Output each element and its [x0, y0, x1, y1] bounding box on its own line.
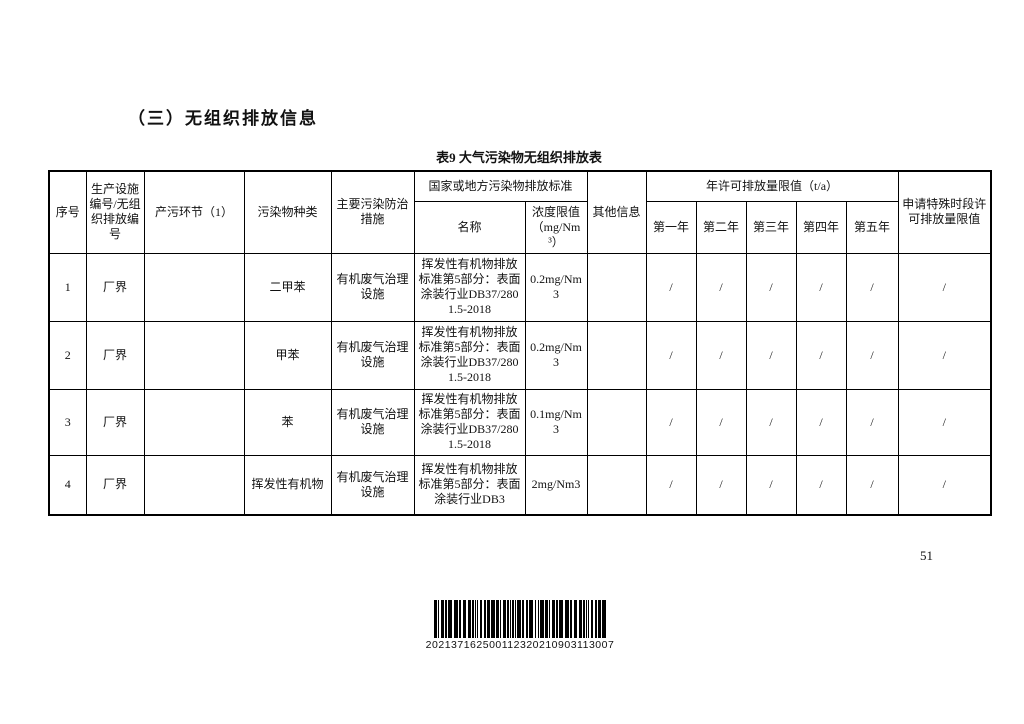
col-header-other: 其他信息: [586, 170, 647, 254]
cell-year-2: /: [695, 388, 747, 456]
cell-limit: 2mg/Nm3: [524, 454, 588, 516]
col-header-standard-group: 国家或地方污染物排放标准: [413, 170, 588, 202]
cell-year-3: /: [745, 388, 797, 456]
barcode-number: 202137162500112320210903113007: [425, 639, 615, 651]
cell-measure: 有机废气治理设施: [330, 320, 415, 390]
cell-special: /: [897, 252, 992, 322]
table-row: 2 厂界 甲苯 有机废气治理设施 挥发性有机物排放标准第5部分：表面涂装行业DB…: [48, 320, 992, 390]
cell-no: 2: [48, 320, 87, 390]
cell-year-3: /: [745, 454, 797, 516]
col-header-special: 申请特殊时段许可排放量限值: [897, 170, 992, 254]
cell-process: [143, 320, 245, 390]
cell-process: [143, 454, 245, 516]
section-heading: （三）无组织排放信息: [128, 109, 318, 128]
cell-special: /: [897, 388, 992, 456]
col-header-year-5: 第五年: [845, 200, 899, 254]
cell-year-5: /: [845, 320, 899, 390]
cell-year-4: /: [795, 320, 847, 390]
cell-year-5: /: [845, 454, 899, 516]
cell-no: 1: [48, 252, 87, 322]
cell-other: [586, 388, 647, 456]
cell-measure: 有机废气治理设施: [330, 454, 415, 516]
cell-facility: 厂界: [85, 252, 145, 322]
header-row-1: 序号 生产设施编号/无组织排放编号 产污环节（1） 污染物种类 主要污染防治措施…: [48, 170, 992, 254]
col-header-process: 产污环节（1）: [143, 170, 245, 254]
cell-pollutant: 苯: [243, 388, 332, 456]
barcode-bars-icon: [420, 600, 620, 638]
col-header-year-4: 第四年: [795, 200, 847, 254]
cell-year-5: /: [845, 252, 899, 322]
cell-facility: 厂界: [85, 454, 145, 516]
col-header-measure: 主要污染防治措施: [330, 170, 415, 254]
cell-pollutant: 甲苯: [243, 320, 332, 390]
cell-limit: 0.1mg/Nm3: [524, 388, 588, 456]
table-title: 表9 大气污染物无组织排放表: [436, 150, 602, 165]
cell-limit: 0.2mg/Nm3: [524, 252, 588, 322]
cell-no: 4: [48, 454, 87, 516]
cell-other: [586, 454, 647, 516]
cell-process: [143, 252, 245, 322]
cell-other: [586, 252, 647, 322]
col-header-facility: 生产设施编号/无组织排放编号: [85, 170, 145, 254]
cell-year-1: /: [645, 252, 697, 322]
cell-no: 3: [48, 388, 87, 456]
cell-standard-name: 挥发性有机物排放标准第5部分：表面涂装行业DB37/2801.5-2018: [413, 320, 526, 390]
cell-year-4: /: [795, 252, 847, 322]
cell-year-2: /: [695, 454, 747, 516]
cell-measure: 有机废气治理设施: [330, 388, 415, 456]
col-header-annual-group: 年许可排放量限值（t/a）: [645, 170, 899, 202]
cell-special: /: [897, 454, 992, 516]
header-row-2: 名称 浓度限值（mg/Nm³） 第一年 第二年 第三年 第四年 第五年: [49, 200, 991, 254]
col-header-standard-name: 名称: [413, 200, 526, 254]
cell-other: [586, 320, 647, 390]
table-row: 1 厂界 二甲苯 有机废气治理设施 挥发性有机物排放标准第5部分：表面涂装行业D…: [48, 252, 992, 322]
cell-year-1: /: [645, 388, 697, 456]
col-header-limit: 浓度限值（mg/Nm³）: [524, 200, 588, 254]
page-number: 51: [920, 548, 933, 563]
cell-measure: 有机废气治理设施: [330, 252, 415, 322]
table-row: 4 厂界 挥发性有机物 有机废气治理设施 挥发性有机物排放标准第5部分：表面涂装…: [48, 454, 992, 516]
col-header-year-1: 第一年: [645, 200, 697, 254]
barcode: 202137162500112320210903113007: [420, 600, 620, 651]
cell-facility: 厂界: [85, 388, 145, 456]
cell-year-4: /: [795, 454, 847, 516]
col-header-year-2: 第二年: [695, 200, 747, 254]
cell-standard-name: 挥发性有机物排放标准第5部分：表面涂装行业DB37/2801.5-2018: [413, 252, 526, 322]
cell-facility: 厂界: [85, 320, 145, 390]
cell-year-2: /: [695, 320, 747, 390]
cell-year-4: /: [795, 388, 847, 456]
cell-year-2: /: [695, 252, 747, 322]
cell-pollutant: 二甲苯: [243, 252, 332, 322]
cell-pollutant: 挥发性有机物: [243, 454, 332, 516]
emission-table: 序号 生产设施编号/无组织排放编号 产污环节（1） 污染物种类 主要污染防治措施…: [48, 170, 993, 516]
cell-year-5: /: [845, 388, 899, 456]
cell-process: [143, 388, 245, 456]
cell-standard-name: 挥发性有机物排放标准第5部分：表面涂装行业DB3: [413, 454, 526, 516]
cell-standard-name: 挥发性有机物排放标准第5部分：表面涂装行业DB37/2801.5-2018: [413, 388, 526, 456]
cell-year-1: /: [645, 454, 697, 516]
cell-year-3: /: [745, 320, 797, 390]
col-header-pollutant: 污染物种类: [243, 170, 332, 254]
cell-year-3: /: [745, 252, 797, 322]
cell-year-1: /: [645, 320, 697, 390]
cell-special: /: [897, 320, 992, 390]
table-row: 3 厂界 苯 有机废气治理设施 挥发性有机物排放标准第5部分：表面涂装行业DB3…: [48, 388, 992, 456]
cell-limit: 0.2mg/Nm3: [524, 320, 588, 390]
col-header-year-3: 第三年: [745, 200, 797, 254]
col-header-no: 序号: [48, 170, 87, 254]
